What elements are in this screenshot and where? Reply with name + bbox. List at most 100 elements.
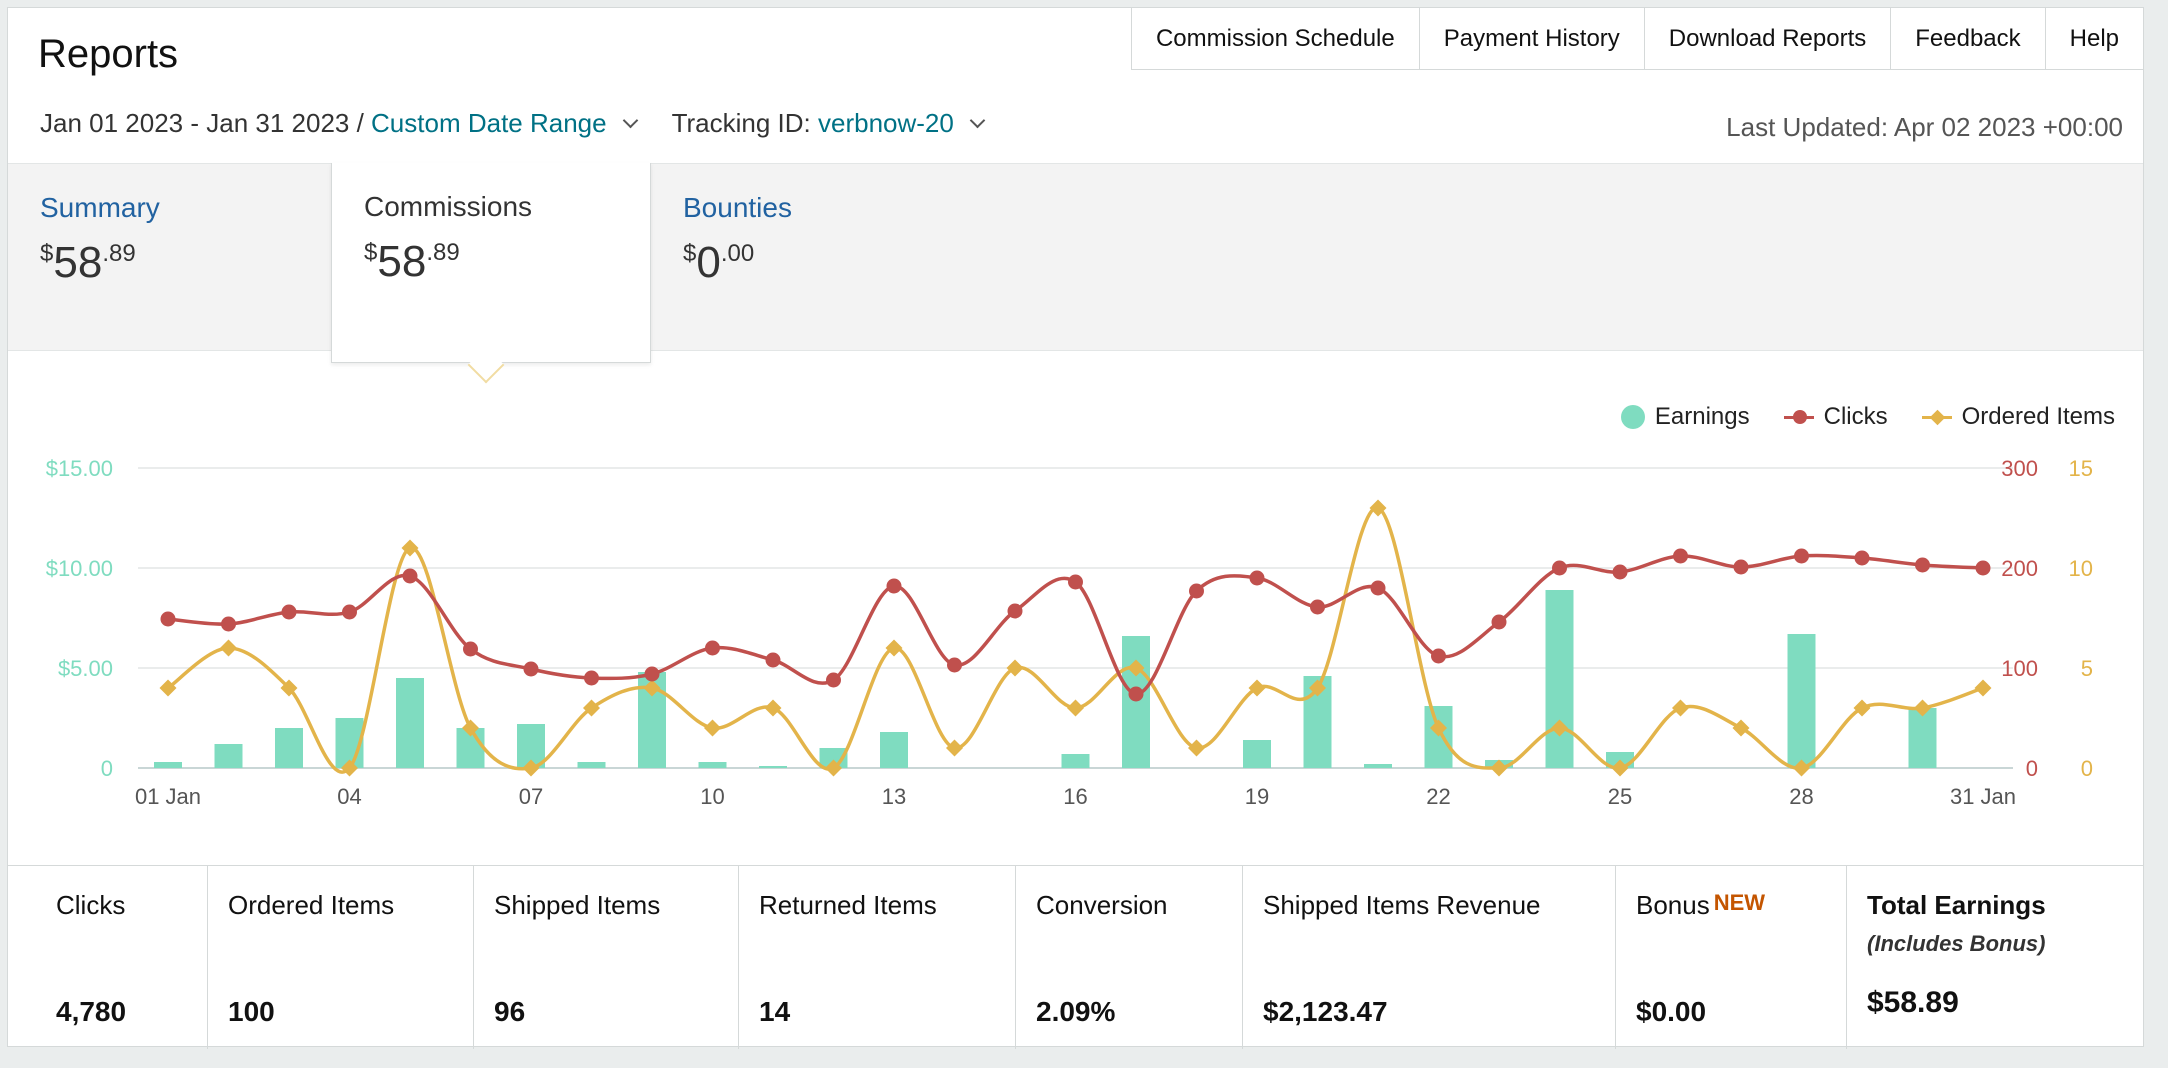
last-updated-text: Last Updated: Apr 02 2023 +00:00 bbox=[1726, 112, 2123, 142]
stat-value: 4,780 bbox=[56, 996, 127, 1027]
chevron-down-icon[interactable] bbox=[622, 112, 638, 129]
x-tick-label: 16 bbox=[1063, 784, 1087, 809]
filters-bar: Jan 01 2023 - Jan 31 2023 / Custom Date … bbox=[40, 108, 986, 139]
stat-ordered-items: Ordered Items 100 bbox=[208, 866, 474, 1049]
download-reports-button[interactable]: Download Reports bbox=[1643, 8, 1891, 70]
currency-symbol: $ bbox=[40, 240, 54, 267]
y-tick-label-earnings: $15.00 bbox=[46, 456, 113, 481]
amount-cents: .00 bbox=[720, 240, 755, 267]
commission-schedule-button[interactable]: Commission Schedule bbox=[1130, 8, 1419, 70]
tab-commissions[interactable]: Commissions $ 58 .89 bbox=[331, 163, 651, 363]
earnings-bar bbox=[880, 732, 908, 768]
ordered-items-point bbox=[885, 639, 903, 657]
clicks-point bbox=[947, 657, 962, 673]
earnings-chart: 0 $5.00 $10.00 $15.00 0 100 200 300 0 5 10 15 01 Jan… bbox=[46, 456, 2093, 809]
chevron-down-icon[interactable] bbox=[969, 112, 986, 129]
top-nav: Commission Schedule Payment History Down… bbox=[1130, 8, 2143, 70]
stat-label: Returned Items bbox=[759, 890, 937, 920]
stats-row: Clicks 4,780 Ordered Items 100 Shipped I… bbox=[8, 865, 2143, 1049]
stat-value: $0.00 bbox=[1636, 996, 1707, 1027]
earnings-bar bbox=[759, 766, 787, 768]
earnings-bar bbox=[698, 762, 727, 768]
stat-total-earnings: Total Earnings (Includes Bonus) $58.89 bbox=[1847, 866, 2143, 1049]
clicks-point bbox=[1854, 550, 1870, 566]
ordered-items-point bbox=[704, 719, 721, 737]
clicks-point bbox=[644, 666, 660, 682]
earnings-bar bbox=[1243, 740, 1271, 768]
ordered-items-point bbox=[401, 539, 419, 557]
clicks-point bbox=[584, 670, 599, 686]
legend-ordered-items[interactable]: Ordered Items bbox=[1921, 403, 2115, 431]
x-tick-label: 07 bbox=[519, 784, 543, 809]
ordered-items-point bbox=[462, 719, 479, 737]
payment-history-button[interactable]: Payment History bbox=[1418, 8, 1644, 70]
clicks-point bbox=[705, 640, 720, 656]
tab-summary[interactable]: Summary $ 58 .89 bbox=[8, 164, 328, 350]
y-tick-label-earnings: $5.00 bbox=[58, 656, 113, 681]
stat-label: Clicks bbox=[56, 890, 126, 920]
earnings-bar bbox=[396, 678, 424, 768]
help-button[interactable]: Help bbox=[2044, 8, 2143, 70]
earnings-bar bbox=[1545, 590, 1574, 768]
amount-cents: .89 bbox=[102, 240, 136, 267]
ordered-items-point bbox=[946, 739, 963, 757]
tab-bounties[interactable]: Bounties $ 0 .00 bbox=[651, 164, 971, 350]
ordered-items-point bbox=[1611, 759, 1629, 777]
earnings-bar bbox=[154, 762, 182, 768]
stat-label: Ordered Items bbox=[228, 890, 395, 920]
clicks-point bbox=[1733, 559, 1749, 575]
ordered-items-point bbox=[1490, 759, 1508, 777]
amount-whole: 0 bbox=[696, 238, 721, 287]
ordered-items-point bbox=[1127, 659, 1145, 677]
ordered-items-point bbox=[1853, 699, 1871, 717]
total-earnings-label: Total Earnings bbox=[1867, 890, 2046, 920]
y-tick-label-clicks: 0 bbox=[2026, 756, 2038, 781]
clicks-point bbox=[1552, 560, 1567, 576]
ordered-items-point bbox=[280, 679, 298, 697]
stat-label: Shipped Items bbox=[494, 890, 661, 920]
clicks-point bbox=[221, 616, 236, 632]
ordered-items-point bbox=[341, 759, 358, 777]
legend-label: Clicks bbox=[1823, 403, 1888, 430]
clicks-point bbox=[1370, 580, 1386, 596]
x-tick-label: 25 bbox=[1608, 784, 1632, 809]
x-tick-label: 28 bbox=[1789, 784, 1813, 809]
clicks-point bbox=[1249, 570, 1265, 586]
clicks-point bbox=[886, 578, 902, 594]
bonus-label: Bonus bbox=[1636, 890, 1710, 920]
stat-label: Shipped Items Revenue bbox=[1263, 890, 1541, 920]
earnings-legend-icon bbox=[1620, 405, 1645, 429]
stat-value: 2.09% bbox=[1036, 996, 1116, 1027]
y-tick-label-ordered: 10 bbox=[2069, 556, 2093, 581]
amount-whole: 58 bbox=[377, 237, 427, 286]
date-separator: / bbox=[349, 108, 372, 138]
earnings-bar bbox=[1122, 636, 1150, 768]
ordered-items-point bbox=[1974, 679, 1992, 697]
earnings-bar bbox=[577, 762, 606, 768]
x-tick-label: 13 bbox=[882, 784, 906, 809]
ordered-items-point bbox=[1732, 719, 1750, 737]
feedback-button[interactable]: Feedback bbox=[1890, 8, 2045, 70]
clicks-point bbox=[463, 641, 478, 657]
y-tick-label-earnings: $10.00 bbox=[46, 556, 113, 581]
ordered-items-point bbox=[1672, 699, 1689, 717]
date-preset-dropdown[interactable]: Custom Date Range bbox=[371, 108, 607, 138]
ordered-items-line bbox=[166, 506, 1984, 774]
clicks-point bbox=[1128, 686, 1144, 702]
includes-bonus-note: (Includes Bonus) bbox=[1867, 931, 2046, 956]
ordered-items-point bbox=[1248, 679, 1266, 697]
ordered-items-point bbox=[1551, 719, 1568, 737]
amount-cents: .89 bbox=[426, 239, 460, 266]
ordered-items-point bbox=[764, 699, 782, 717]
clicks-point bbox=[281, 604, 297, 620]
tracking-id-dropdown[interactable]: verbnow-20 bbox=[818, 108, 954, 138]
legend-earnings[interactable]: Earnings bbox=[1620, 403, 1750, 431]
stat-bonus: Bonus NEW $0.00 bbox=[1616, 866, 1847, 1049]
legend-clicks[interactable]: Clicks bbox=[1783, 403, 1888, 431]
clicks-point bbox=[1310, 599, 1325, 615]
tab-label: Summary bbox=[40, 192, 160, 223]
stat-value: 96 bbox=[494, 996, 526, 1027]
clicks-point bbox=[826, 672, 841, 688]
currency-symbol: $ bbox=[683, 240, 697, 267]
reports-panel: Reports Commission Schedule Payment Hist… bbox=[7, 7, 2144, 1049]
